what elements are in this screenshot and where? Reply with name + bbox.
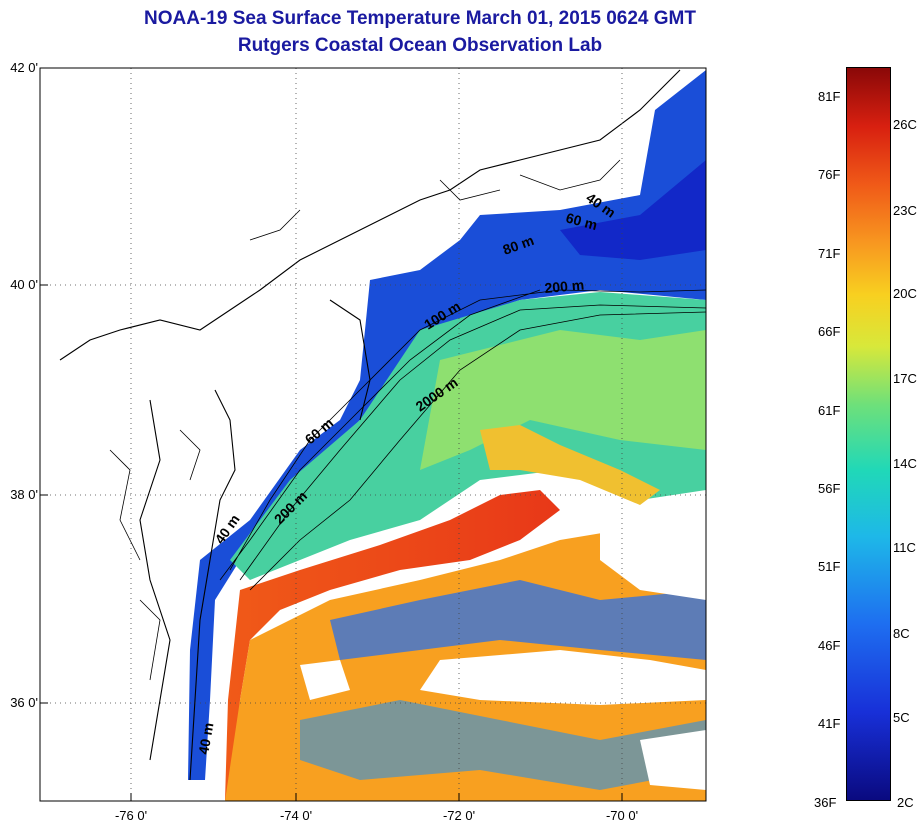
colorbar-c-label: 5C [893,710,910,725]
lon-label: -72 0' [442,808,476,823]
isobath-label: 200 m [544,277,585,296]
mixed-blue-patches [330,580,706,660]
map-frame [39,67,707,802]
colorbar-f-label: 81F [818,89,841,104]
lon-label: -70 0' [605,808,639,823]
cloud-gap-4 [640,730,706,790]
colorbar-c-label: 26C [893,117,917,132]
shelf-deep-blue [560,160,706,260]
graticule [40,68,706,801]
lat-label: 38 0' [10,487,38,502]
color-scale-bar [846,67,891,801]
colorbar-c-label: 8C [893,626,910,641]
lon-label: -74 0' [279,808,313,823]
colorbar-f-label: 51F [818,559,841,574]
gulf-stream [225,490,560,800]
lat-label: 42 0' [10,60,38,75]
coastline [59,69,681,781]
isobath-label: 40 m [195,721,216,755]
isobath-lines [219,289,706,591]
colorbar-c-label: 23C [893,203,917,218]
mixed-blue-patches-2 [300,700,706,790]
warm-filament [480,425,660,505]
colorbar-f-label: 66F [818,324,841,339]
colorbar-c-label: 14C [893,456,917,471]
isobath-label: 60 m [564,209,599,233]
colorbar-f-label: 61F [818,403,841,418]
cloud-gap-3 [300,660,350,700]
colorbar-c-label: 2C [897,795,914,810]
cloud-gap-2 [420,650,706,705]
lat-label: 40 0' [10,277,38,292]
colorbar-f-label: 71F [818,246,841,261]
colorbar-c-label: 11C [893,540,916,555]
colorbar-c-label: 17C [893,371,917,386]
colorbar-f-label: 56F [818,481,841,496]
lon-label: -76 0' [114,808,148,823]
colorbar-f-label: 36F [814,795,837,810]
colorbar-f-label: 46F [818,638,841,653]
cloud-gap [600,520,706,600]
map-title: NOAA-19 Sea Surface Temperature March 01… [144,8,696,29]
colorbar-f-label: 76F [818,167,841,182]
colorbar-c-label: 20C [893,286,917,301]
colorbar-f-label: 41F [818,716,841,731]
map-subtitle: Rutgers Coastal Ocean Observation Lab [237,35,603,56]
axis-ticks [40,67,623,801]
lat-label: 36 0' [10,695,38,710]
